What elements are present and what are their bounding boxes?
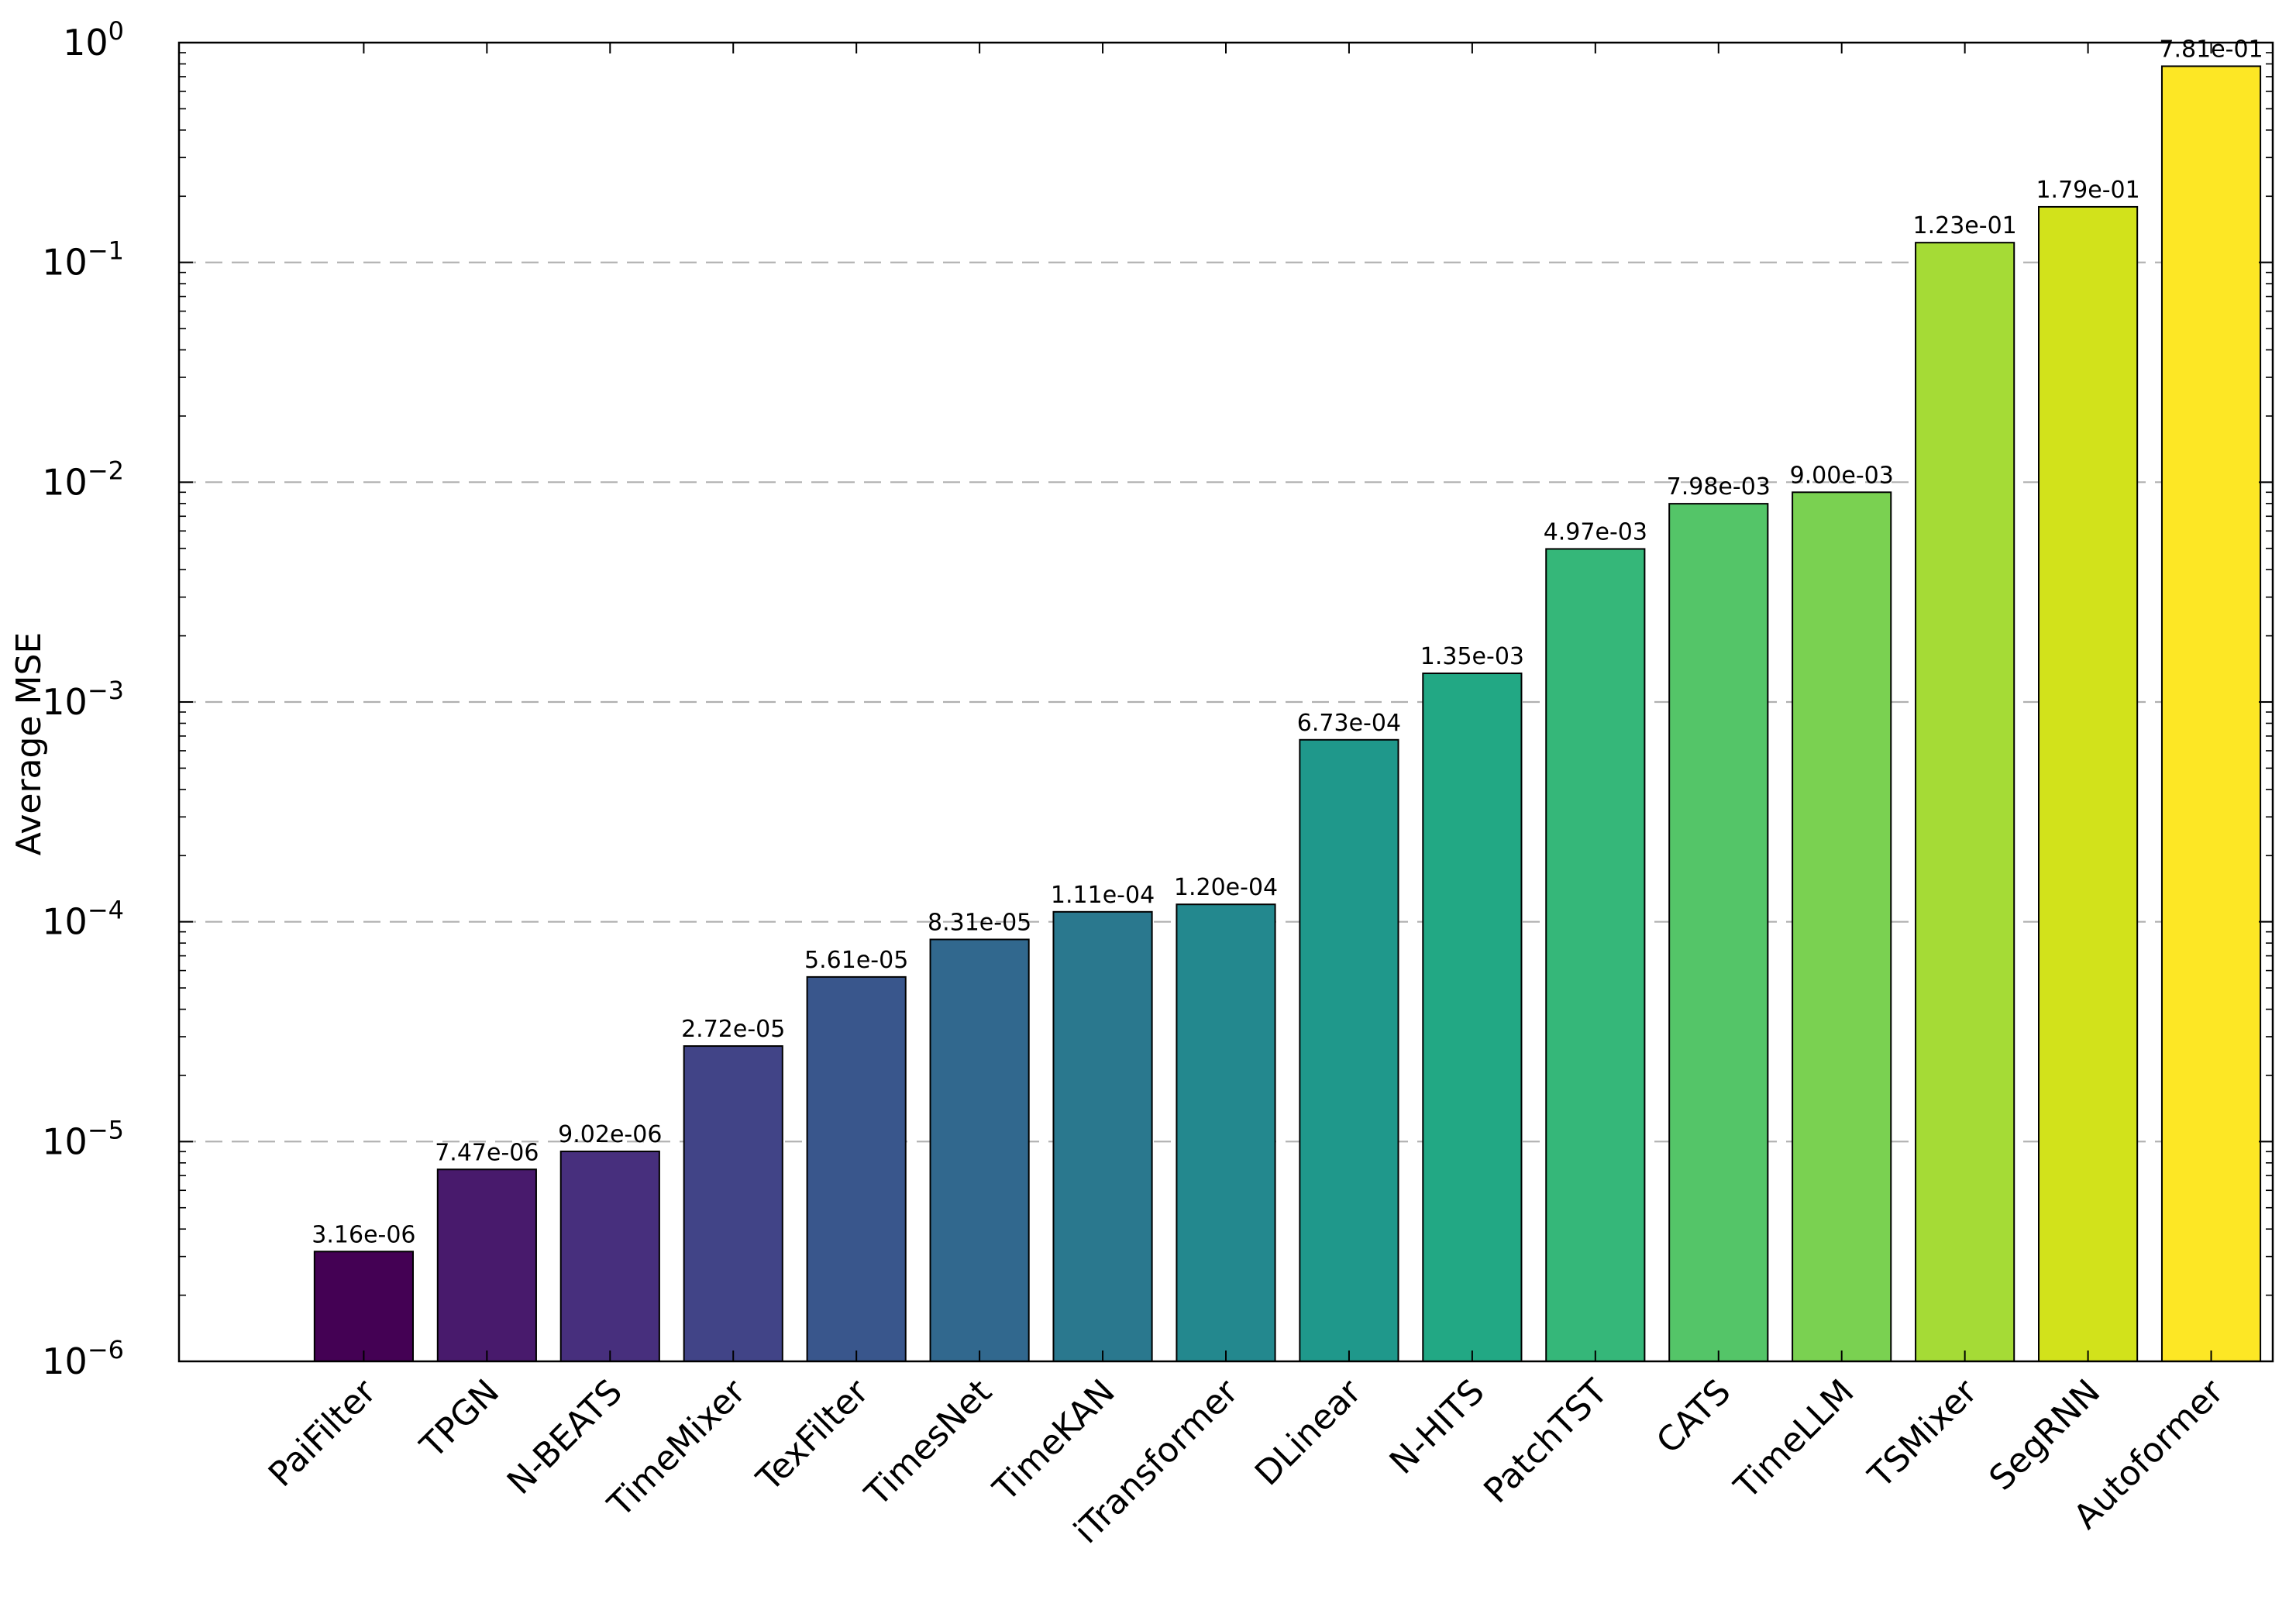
bar <box>1792 491 1892 1362</box>
y-tick-label: 10−1 <box>42 236 124 284</box>
y-tick-label: 10−2 <box>42 456 124 503</box>
bar <box>1052 910 1153 1362</box>
bar-value-label: 8.31e-05 <box>928 909 1031 936</box>
bar <box>1915 242 2015 1362</box>
y-tick-label: 100 <box>63 16 124 64</box>
bar-value-label: 1.35e-03 <box>1420 643 1524 670</box>
bar <box>929 938 1030 1362</box>
bar-value-label: 1.79e-01 <box>2036 177 2139 204</box>
bar <box>436 1168 537 1363</box>
bar <box>806 975 907 1363</box>
bar <box>1422 673 1523 1362</box>
bar <box>559 1151 660 1363</box>
y-tick-label: 10−5 <box>42 1115 124 1162</box>
bar-value-label: 1.20e-04 <box>1174 874 1278 901</box>
y-tick-label: 10−3 <box>42 676 124 723</box>
bar-value-label: 9.02e-06 <box>558 1121 662 1148</box>
bar-value-label: 5.61e-05 <box>804 947 908 974</box>
plot-frame <box>177 41 2274 1363</box>
bar <box>313 1251 414 1362</box>
bar <box>2160 65 2262 1363</box>
bar-value-label: 1.23e-01 <box>1913 212 2017 239</box>
bar-value-label: 2.72e-05 <box>681 1016 785 1043</box>
y-tick-label: 10−6 <box>42 1335 124 1382</box>
bar <box>1176 903 1276 1362</box>
bar-value-label: 6.73e-04 <box>1297 710 1401 737</box>
bar-value-label: 7.47e-06 <box>435 1139 539 1166</box>
y-tick-label: 10−4 <box>42 896 124 943</box>
bar-value-label: 4.97e-03 <box>1544 518 1647 545</box>
bar-value-label: 9.00e-03 <box>1790 462 1894 489</box>
y-axis-label: Average MSE <box>9 632 49 855</box>
bar <box>2038 205 2139 1363</box>
bar <box>1668 503 1769 1362</box>
bar-value-label: 1.11e-04 <box>1051 882 1155 909</box>
bar-value-label: 3.16e-06 <box>312 1221 415 1248</box>
bar <box>1545 548 1646 1362</box>
bar <box>683 1045 783 1363</box>
bar-value-label: 7.98e-03 <box>1667 473 1771 501</box>
bar <box>1299 738 1399 1362</box>
